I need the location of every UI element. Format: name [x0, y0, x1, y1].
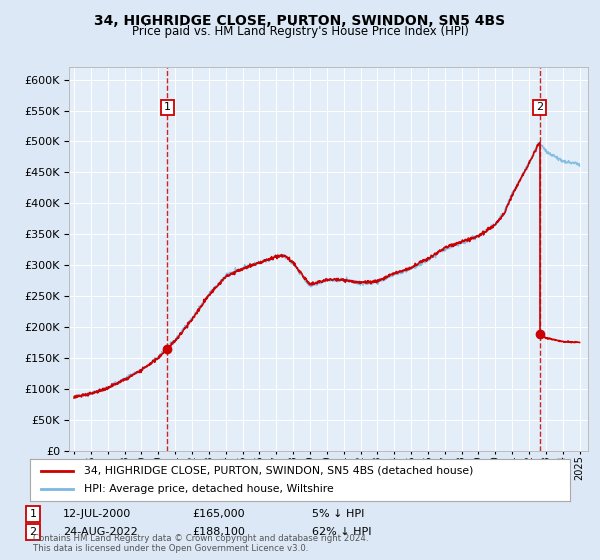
Text: Price paid vs. HM Land Registry's House Price Index (HPI): Price paid vs. HM Land Registry's House …	[131, 25, 469, 38]
Text: 2: 2	[536, 102, 544, 113]
Text: £188,100: £188,100	[192, 527, 245, 537]
Text: 5% ↓ HPI: 5% ↓ HPI	[312, 509, 364, 519]
Text: 34, HIGHRIDGE CLOSE, PURTON, SWINDON, SN5 4BS (detached house): 34, HIGHRIDGE CLOSE, PURTON, SWINDON, SN…	[84, 466, 473, 476]
Text: 1: 1	[164, 102, 171, 113]
Text: 2: 2	[29, 527, 37, 537]
Text: Contains HM Land Registry data © Crown copyright and database right 2024.
This d: Contains HM Land Registry data © Crown c…	[33, 534, 368, 553]
Text: 24-AUG-2022: 24-AUG-2022	[63, 527, 138, 537]
Text: 12-JUL-2000: 12-JUL-2000	[63, 509, 131, 519]
Text: 62% ↓ HPI: 62% ↓ HPI	[312, 527, 371, 537]
Text: £165,000: £165,000	[192, 509, 245, 519]
Text: 1: 1	[29, 509, 37, 519]
Text: HPI: Average price, detached house, Wiltshire: HPI: Average price, detached house, Wilt…	[84, 484, 334, 494]
Text: 34, HIGHRIDGE CLOSE, PURTON, SWINDON, SN5 4BS: 34, HIGHRIDGE CLOSE, PURTON, SWINDON, SN…	[94, 14, 506, 28]
